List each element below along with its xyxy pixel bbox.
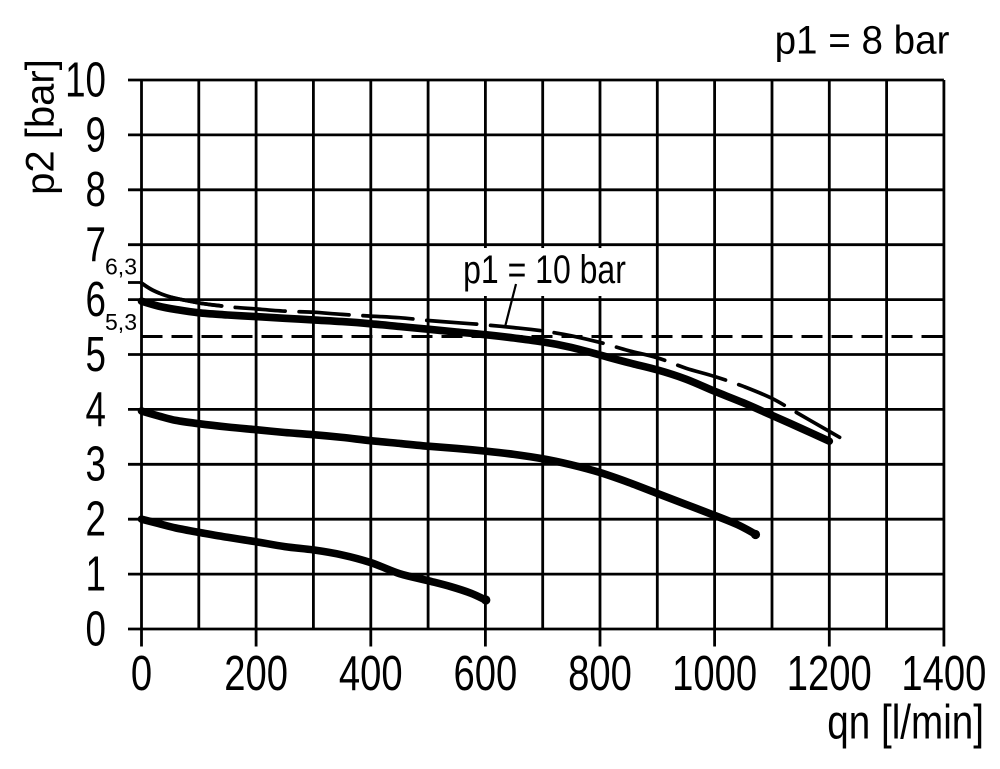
svg-text:1000: 1000 [672, 647, 757, 702]
svg-text:400: 400 [339, 647, 403, 702]
svg-text:9: 9 [86, 108, 106, 162]
svg-text:4: 4 [86, 383, 106, 437]
svg-text:5,3: 5,3 [105, 309, 137, 335]
svg-text:8: 8 [86, 163, 106, 217]
svg-text:6,3: 6,3 [105, 254, 137, 280]
svg-text:6: 6 [86, 273, 106, 327]
svg-text:800: 800 [568, 647, 632, 702]
svg-text:qn [l/min]: qn [l/min] [827, 697, 984, 750]
svg-text:0: 0 [86, 602, 106, 656]
svg-text:p1 = 10 bar: p1 = 10 bar [463, 247, 626, 292]
svg-text:7: 7 [86, 218, 106, 272]
svg-text:p1 = 8 bar: p1 = 8 bar [775, 18, 950, 63]
svg-text:1: 1 [86, 548, 106, 602]
svg-text:1200: 1200 [787, 647, 872, 702]
svg-text:3: 3 [86, 438, 106, 492]
svg-text:2: 2 [86, 493, 106, 547]
svg-text:p2 [bar]: p2 [bar] [19, 59, 63, 195]
svg-text:10: 10 [65, 53, 106, 107]
svg-text:1400: 1400 [901, 647, 986, 702]
svg-text:0: 0 [131, 647, 152, 702]
svg-text:600: 600 [454, 647, 518, 702]
svg-text:5: 5 [86, 328, 106, 382]
svg-text:200: 200 [224, 647, 288, 702]
